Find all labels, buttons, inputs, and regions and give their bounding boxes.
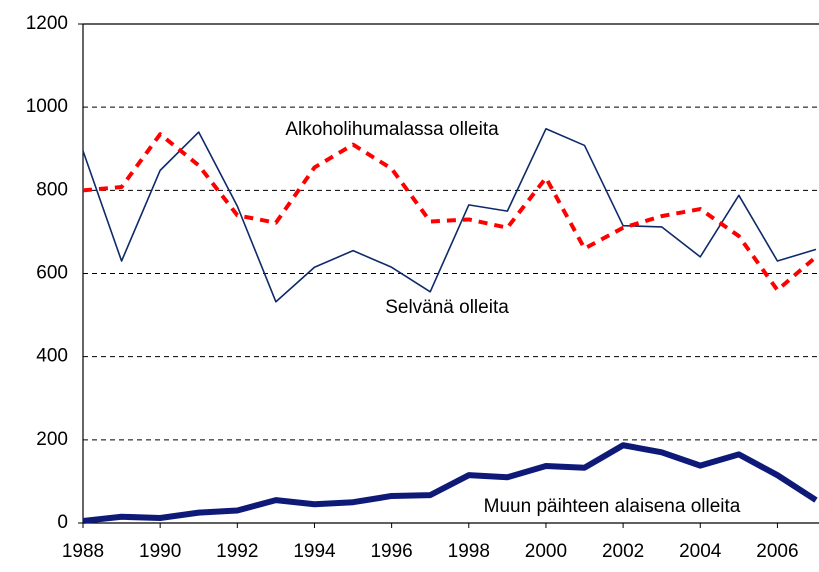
series-line [82, 442, 818, 524]
y-tick-label: 1000 [26, 96, 68, 117]
x-tick-label: 2004 [679, 541, 722, 562]
series-label: Muun päihteen alaisena olleita [484, 496, 741, 517]
y-tick-label: 400 [36, 346, 68, 367]
x-tick-label: 1996 [370, 541, 412, 562]
x-tick-label: 1990 [139, 541, 181, 562]
y-tick-label: 600 [36, 263, 68, 284]
x-tick-label: 1998 [448, 541, 490, 562]
x-tick-label: 1992 [216, 541, 258, 562]
y-tick-label: 0 [57, 512, 68, 533]
y-tick-label: 1200 [26, 13, 68, 34]
series-line [82, 132, 818, 293]
series-label: Selvänä olleita [385, 297, 509, 318]
x-tick-label: 2000 [525, 541, 567, 562]
x-tick-label: 1994 [293, 541, 336, 562]
series-label: Alkoholihumalassa olleita [285, 119, 499, 140]
series-line [82, 127, 817, 303]
x-tick-label: 1988 [62, 541, 104, 562]
x-tick-label: 2002 [602, 541, 644, 562]
y-tick-label: 800 [36, 179, 68, 200]
x-tick-label: 2006 [756, 541, 798, 562]
y-tick-label: 200 [36, 429, 68, 450]
